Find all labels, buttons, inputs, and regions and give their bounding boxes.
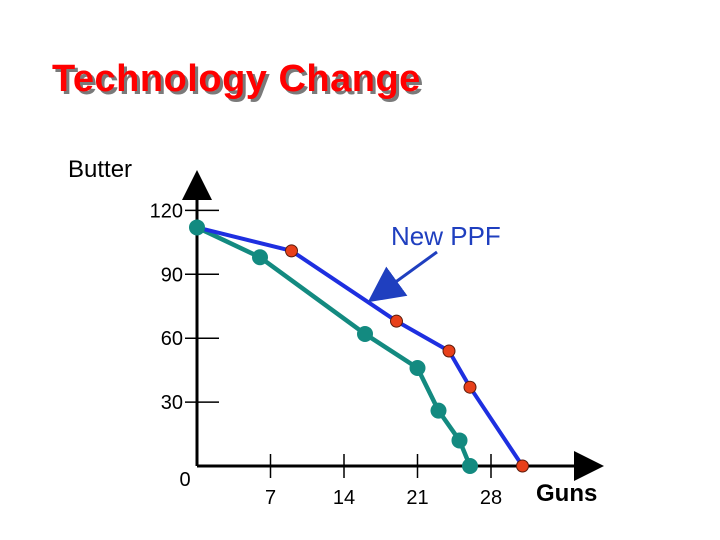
origin-label: 0 bbox=[179, 469, 190, 491]
series-layer bbox=[189, 219, 529, 474]
data-point bbox=[442, 344, 456, 358]
data-point bbox=[451, 432, 468, 449]
y-tick-label: 90 bbox=[161, 264, 183, 286]
x-tick-label: 7 bbox=[265, 487, 276, 509]
data-point bbox=[285, 244, 298, 258]
data-point bbox=[463, 380, 477, 394]
data-point bbox=[390, 314, 403, 328]
y-axis-label: Butter bbox=[68, 156, 133, 183]
data-point bbox=[409, 360, 426, 377]
annotation-arrow bbox=[367, 250, 438, 303]
x-axis-label: Guns bbox=[536, 480, 598, 507]
data-point bbox=[357, 325, 373, 342]
data-point bbox=[430, 402, 447, 419]
data-point bbox=[516, 459, 529, 473]
x-tick-label: 14 bbox=[333, 487, 355, 509]
series-line bbox=[196, 225, 525, 468]
x-tick-label: 28 bbox=[480, 487, 502, 509]
annotation-text: New PPF bbox=[391, 221, 501, 251]
y-tick-label: 60 bbox=[161, 328, 183, 350]
y-tick-label: 120 bbox=[150, 200, 183, 222]
data-point bbox=[189, 219, 205, 236]
ticks: 30 60 90 120 7 14 21 28 0 bbox=[150, 200, 503, 509]
series-line bbox=[196, 225, 473, 467]
chart-title: Technology Change bbox=[52, 58, 421, 100]
annotation-layer: New PPF bbox=[367, 221, 501, 303]
y-tick-label: 30 bbox=[161, 392, 183, 414]
data-point bbox=[252, 249, 268, 266]
data-point bbox=[462, 458, 478, 474]
x-tick-label: 21 bbox=[406, 487, 428, 509]
